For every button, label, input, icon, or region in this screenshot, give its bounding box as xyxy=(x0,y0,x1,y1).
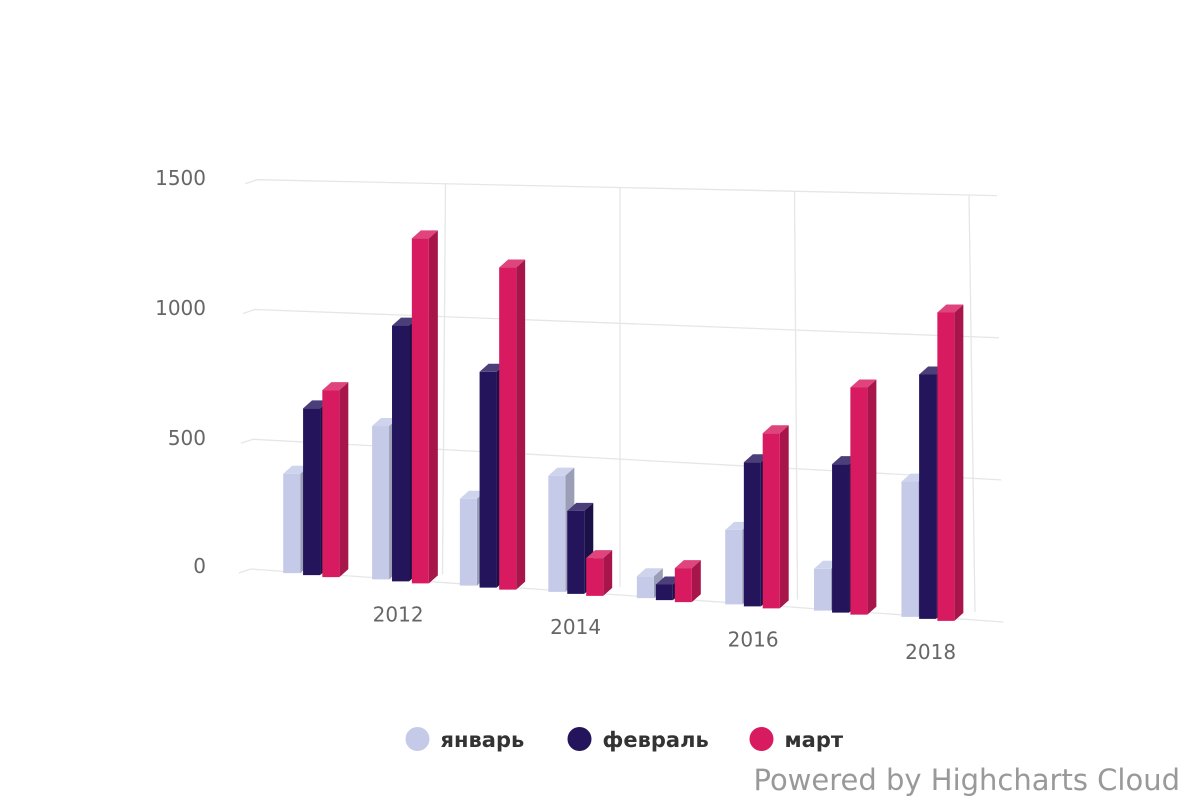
y-tick-label: 1500 xyxy=(155,166,206,190)
legend-item-январь[interactable]: январь xyxy=(405,727,525,752)
legend-item-февраль[interactable]: февраль xyxy=(567,727,709,752)
bar-март-2011[interactable] xyxy=(322,382,349,578)
grid-line-vertical xyxy=(793,191,799,600)
grid-line xyxy=(244,179,997,197)
x-tick-label: 2016 xyxy=(728,627,779,651)
grid-line-vertical xyxy=(968,194,976,613)
grid-line-vertical xyxy=(441,183,447,575)
credits-label[interactable]: Powered by Highcharts Cloud xyxy=(753,763,1180,797)
y-tick-label: 0 xyxy=(193,554,206,578)
y-tick-label: 500 xyxy=(168,426,206,450)
y-axis-ticks: 0 500 1000 1500 xyxy=(155,166,206,578)
x-tick-label: 2014 xyxy=(550,615,601,639)
bar-март-2017[interactable] xyxy=(850,379,877,615)
legend-marker xyxy=(749,727,774,751)
bar-март-2015[interactable] xyxy=(674,560,701,603)
grid-line xyxy=(240,438,1002,481)
x-tick-label: 2018 xyxy=(905,640,956,664)
legend: январь февраль март xyxy=(405,727,844,752)
grid-line xyxy=(238,568,1004,623)
bar-март-2016[interactable] xyxy=(762,425,789,609)
grid-line xyxy=(242,308,1000,339)
grid-lines xyxy=(238,179,1004,623)
legend-item-март[interactable]: март xyxy=(749,727,844,752)
legend-label: январь xyxy=(441,728,525,752)
bars xyxy=(283,230,964,621)
legend-label: март xyxy=(785,728,844,752)
bar-март-2014[interactable] xyxy=(586,550,613,596)
legend-label: февраль xyxy=(603,728,709,752)
y-tick-label: 1000 xyxy=(155,296,206,320)
bar-март-2013[interactable] xyxy=(499,259,526,590)
bar-март-2012[interactable] xyxy=(411,230,438,584)
bar-март-2018[interactable] xyxy=(937,304,964,621)
x-axis-ticks: 2012 2014 2016 2018 xyxy=(373,602,956,664)
x-tick-label: 2012 xyxy=(373,602,424,626)
legend-marker xyxy=(405,727,430,751)
legend-marker xyxy=(567,727,592,751)
